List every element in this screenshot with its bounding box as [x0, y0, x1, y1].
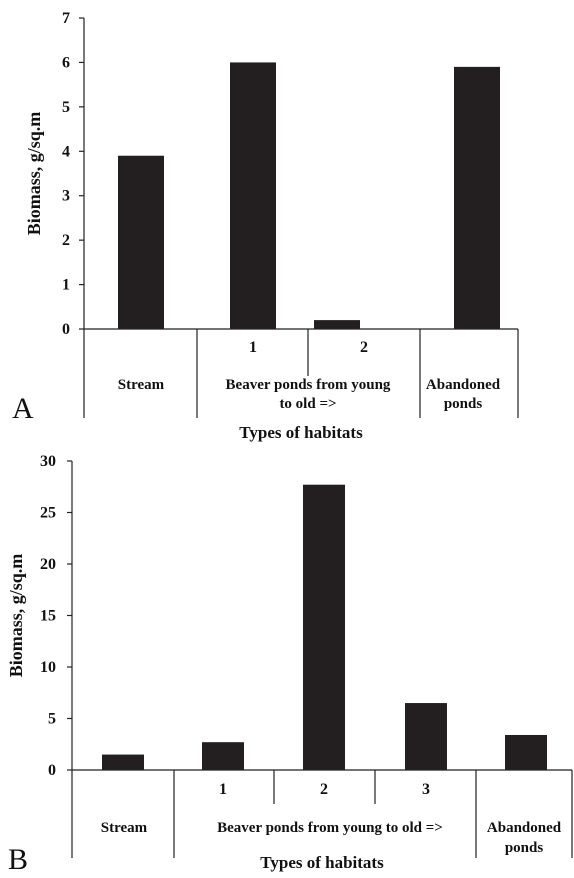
y-tick-label: 1 — [62, 277, 70, 294]
y-tick-label: 4 — [62, 143, 70, 160]
bar-3 — [314, 320, 360, 329]
x-axis-title: Types of habitats — [239, 423, 363, 442]
category-label: Beaver ponds from young — [226, 377, 391, 393]
category-label: Stream — [101, 820, 148, 836]
y-tick-label: 10 — [40, 659, 56, 676]
bar-5 — [505, 734, 547, 770]
y-axis-title: Biomass, g/sq.m — [24, 112, 44, 236]
y-tick-label: 6 — [62, 54, 70, 71]
category-label: Beaver ponds from young to old => — [217, 820, 443, 836]
bar-4 — [454, 66, 500, 329]
bar-4 — [405, 703, 447, 770]
bar-2 — [202, 742, 244, 770]
sub-category-label: 2 — [320, 781, 328, 798]
x-axis-title: Types of habitats — [260, 853, 384, 872]
y-tick-label: 15 — [40, 608, 56, 625]
category-label: ponds — [505, 840, 544, 856]
bar-3 — [303, 484, 345, 770]
y-tick-label: 2 — [62, 232, 70, 249]
sub-category-label: 1 — [249, 339, 257, 356]
y-tick-label: 7 — [62, 10, 70, 27]
y-tick-label: 0 — [62, 321, 70, 338]
bar-1 — [102, 754, 144, 770]
category-label: Abandoned — [426, 377, 501, 393]
category-label: Stream — [118, 377, 165, 393]
y-tick-label: 20 — [40, 556, 56, 573]
y-tick-label: 25 — [40, 505, 56, 522]
category-label: ponds — [444, 396, 483, 412]
bar-2 — [230, 62, 276, 330]
chart-b: 0 5 10 15 20 25 30 Biomass, g/sq.m 1 2 3 Stream Beav… — [6, 453, 573, 876]
y-axis-title: Biomass, g/sq.m — [6, 554, 26, 678]
y-tick-label: 5 — [62, 99, 70, 116]
y-tick-label: 30 — [40, 453, 56, 470]
category-label: Abandoned — [487, 820, 562, 836]
panel-label: A — [12, 392, 34, 425]
sub-category-label: 3 — [422, 781, 430, 798]
y-tick-label: 0 — [48, 762, 56, 779]
sub-category-label: 2 — [360, 339, 368, 356]
category-label: to old => — [279, 396, 336, 412]
sub-category-label: 1 — [219, 781, 227, 798]
panel-label: B — [8, 843, 28, 876]
y-tick-label: 3 — [62, 188, 70, 205]
bar-1 — [118, 155, 164, 329]
y-tick-label: 5 — [48, 711, 56, 728]
chart-a: 0 1 2 3 4 5 6 7 Biomass, g/sq.m 1 2 Stream Beaver po… — [12, 10, 519, 442]
